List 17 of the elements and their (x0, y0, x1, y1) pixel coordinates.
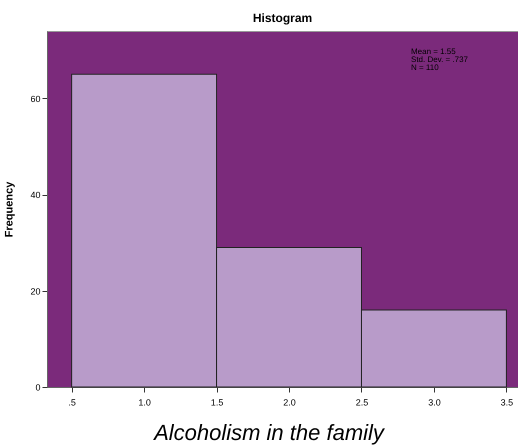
y-tick-label: 0 (35, 382, 40, 392)
x-tick-label: 3.5 (500, 398, 514, 408)
x-tick-label: 1.5 (210, 398, 224, 408)
x-tick-label: 2.0 (283, 398, 296, 408)
annotation: N = 110 (411, 63, 440, 72)
y-tick-label: 40 (30, 190, 40, 200)
y-tick-label: 60 (30, 94, 40, 104)
chart-title: Histogram (252, 11, 312, 25)
x-axis-title: Alcoholism in the family (152, 420, 386, 445)
x-tick-label: 2.5 (356, 398, 368, 408)
annotation: Std. Dev. = .737 (411, 55, 469, 64)
y-tick-label: 20 (30, 286, 40, 296)
x-tick-label: .5 (68, 398, 76, 408)
x-tick-label: 1.0 (138, 398, 151, 408)
y-axis-title: Frequency (3, 180, 16, 238)
annotation: Mean = 1.55 (411, 47, 456, 56)
x-tick-label: 3.0 (428, 398, 441, 408)
